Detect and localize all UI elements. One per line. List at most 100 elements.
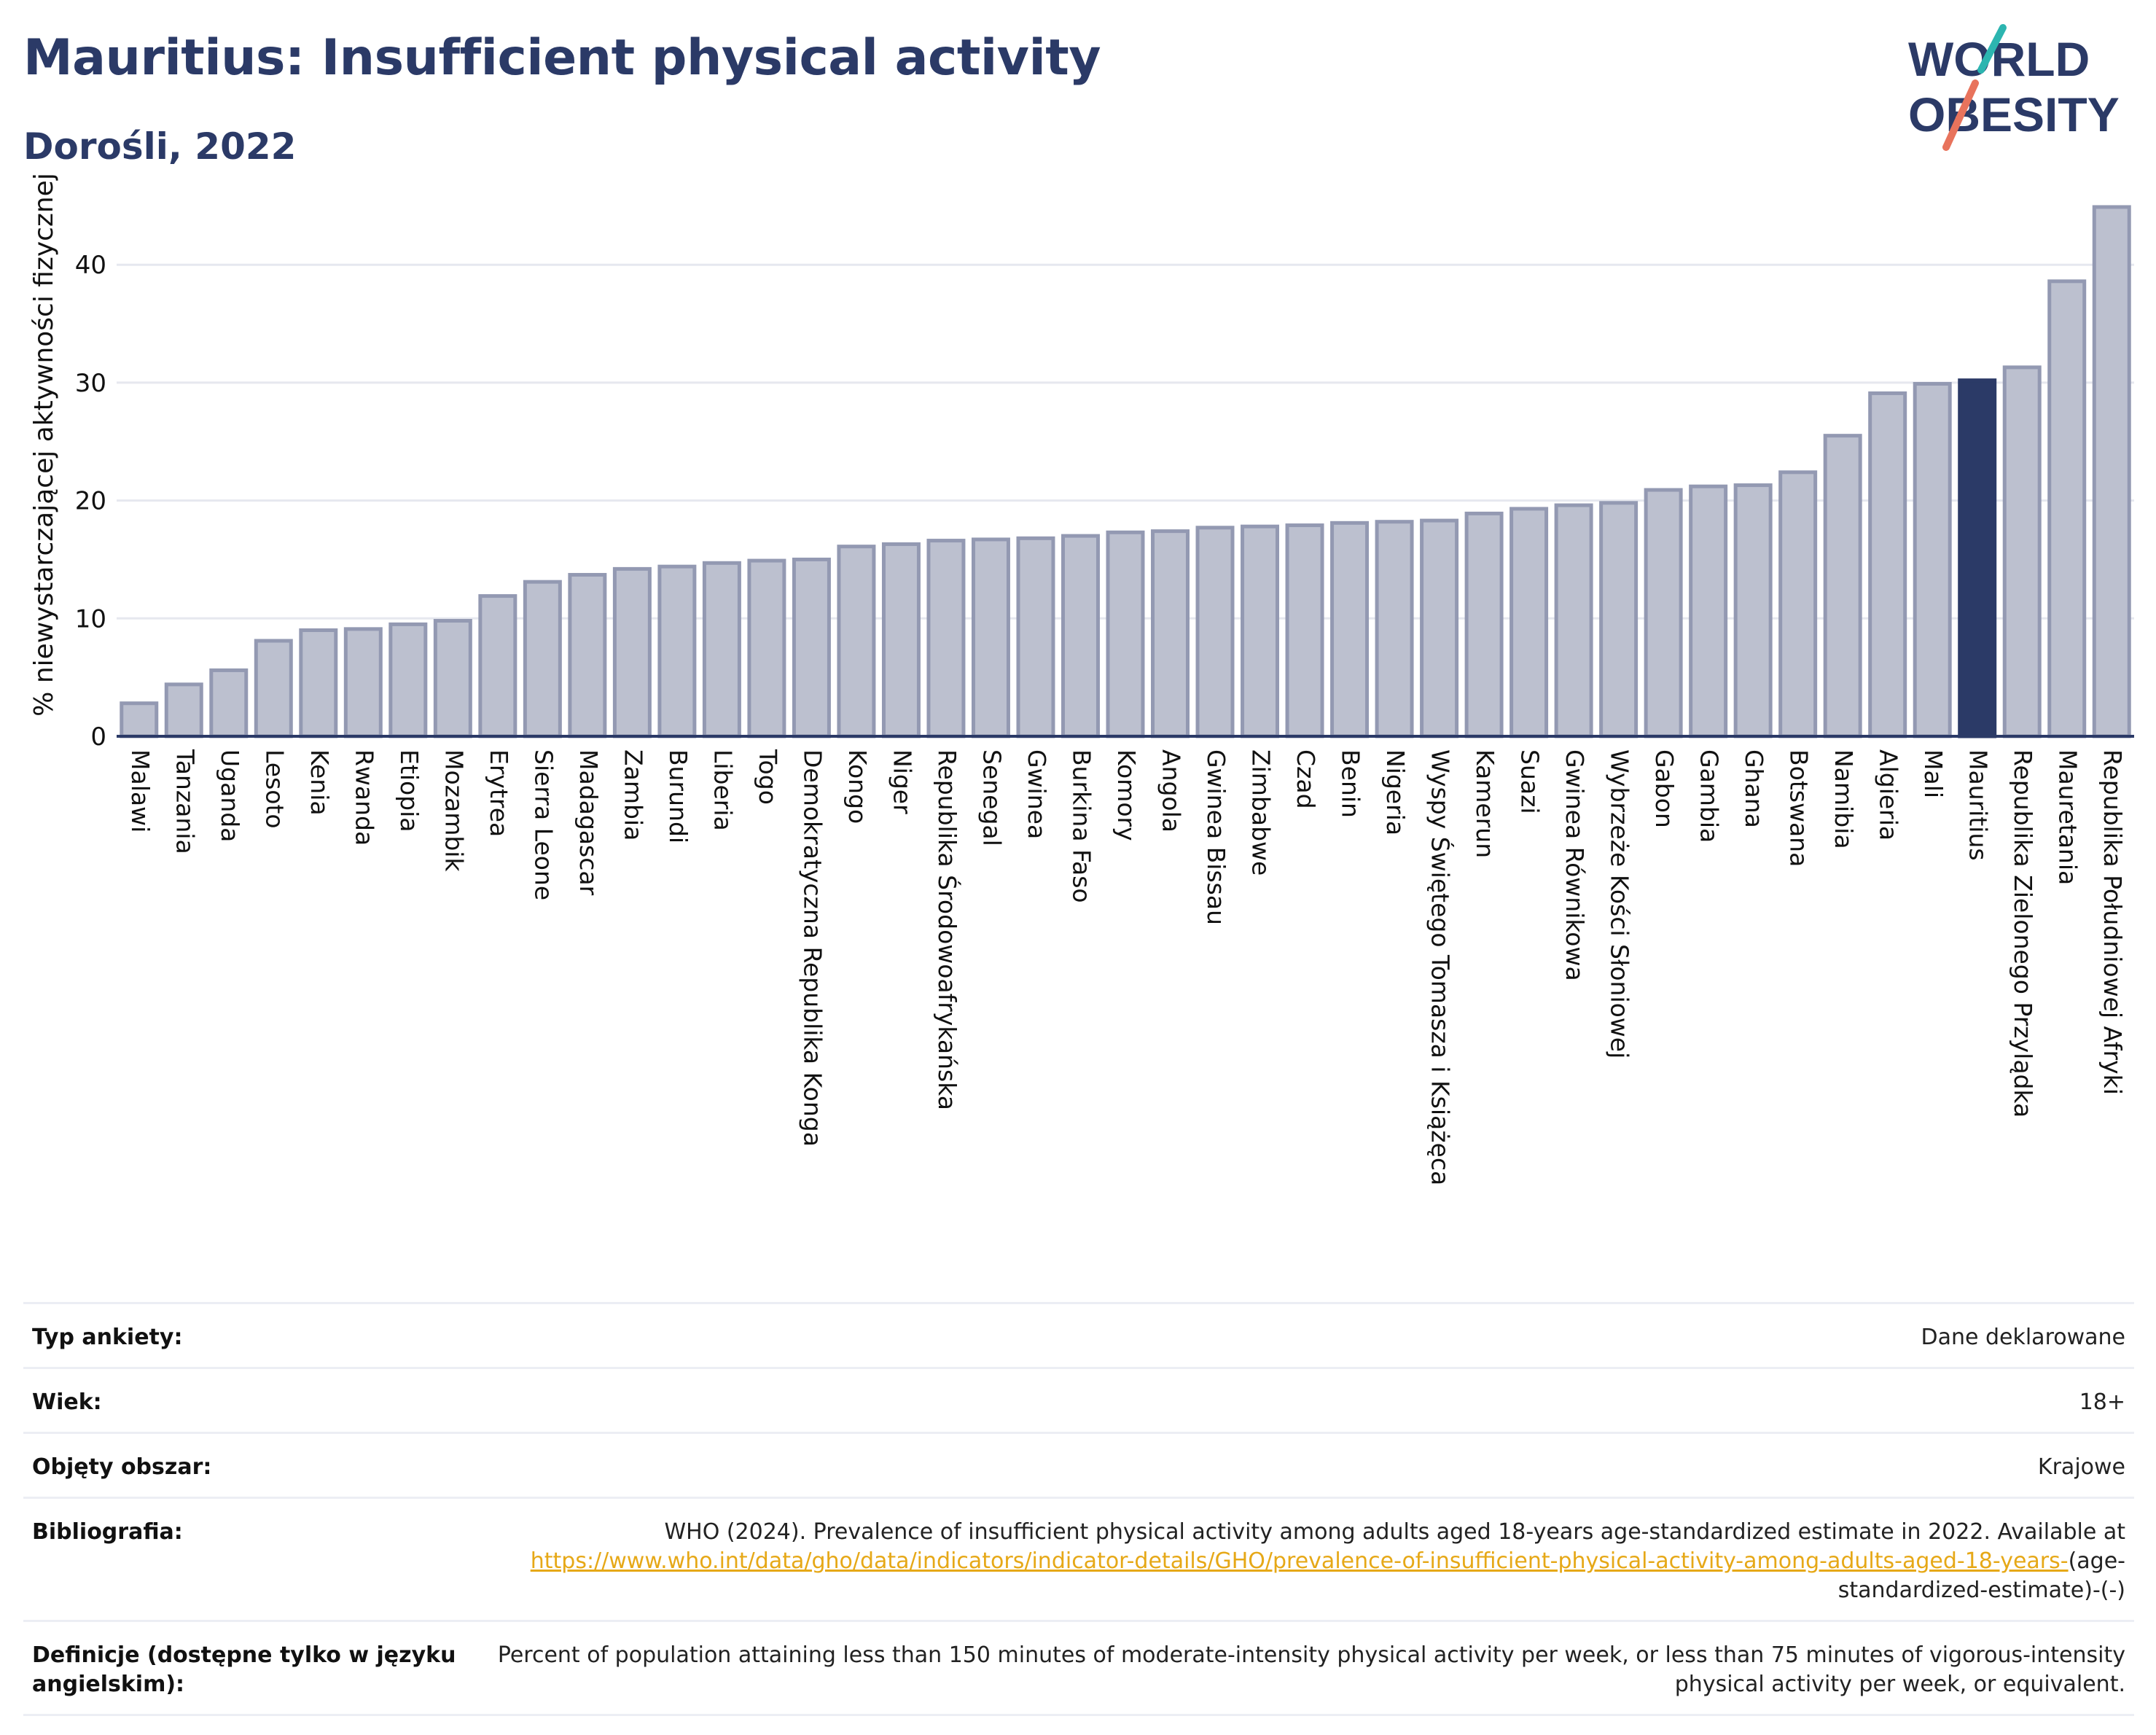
bar [1958, 378, 1997, 738]
x-tick-label: Tanzania [171, 749, 199, 854]
info-row-survey: Typ ankiety: Dane deklarowane [23, 1302, 2134, 1367]
x-tick-label: Republika Południowej Afryki [2098, 749, 2127, 1095]
bar [1016, 536, 1055, 738]
age-value: 18+ [2079, 1389, 2125, 1415]
bibliography-value: WHO (2024). Prevalence of insufficient p… [484, 1518, 2125, 1605]
x-tick-label: Mauritius [1964, 749, 1993, 861]
x-tick-label: Mozambik [440, 749, 468, 872]
bar [1464, 511, 1504, 738]
x-tick-label: Senegal [977, 749, 1006, 846]
world-obesity-logo: WORLD OBESITY [1908, 24, 2120, 151]
x-tick-label: Republika Zielonego Przylądka [2009, 749, 2037, 1118]
info-row-bibliography: Bibliografia: WHO (2024). Prevalence of … [23, 1497, 2134, 1620]
x-tick-label: Kamerun [1471, 749, 1499, 858]
x-tick-label: Gwinea [1023, 749, 1051, 839]
y-tick-label: 10 [75, 604, 106, 633]
area-value: Krajowe [2037, 1454, 2125, 1480]
x-tick-label: Suazi [1516, 749, 1544, 814]
bar [881, 542, 921, 738]
definition-value: Percent of population attaining less tha… [497, 1642, 2125, 1697]
bar [1644, 488, 1683, 738]
x-tick-label: Erytrea [485, 749, 513, 837]
bar [1106, 530, 1145, 738]
x-tick-label: Liberia [708, 749, 737, 831]
bar [702, 561, 741, 738]
y-tick-label: 0 [90, 722, 106, 752]
y-axis-label: % niewystarczającej aktywności fizycznej [29, 173, 59, 717]
bar [343, 627, 383, 738]
x-tick-label: Malawi [126, 749, 155, 833]
x-tick-label: Zambia [619, 749, 647, 841]
bibliography-link[interactable]: https://www.who.int/data/gho/data/indica… [530, 1548, 2069, 1574]
bar [388, 622, 428, 738]
bar-chart: 0 10 20 30 40 % niewystarczającej aktywności … [29, 173, 2134, 1185]
bar [164, 682, 203, 738]
x-tick-label: Algieria [1875, 749, 1903, 841]
x-tick-label: Czad [1292, 749, 1320, 809]
bar [792, 557, 831, 738]
x-tick-label: Botswana [1785, 749, 1813, 867]
x-tick-label: Komory [1112, 749, 1141, 841]
y-tick-label: 30 [75, 369, 106, 398]
x-tick-label: Kongo [843, 749, 872, 824]
x-tick-label: Gwinea Równikowa [1561, 749, 1589, 981]
bar [523, 580, 562, 738]
x-tick-label: Wybrzeże Kości Słoniowej [1606, 749, 1634, 1058]
x-tick-label: Demokratyczna Republika Konga [798, 749, 827, 1147]
survey-value: Dane deklarowane [1921, 1325, 2125, 1350]
bar [1241, 524, 1280, 738]
area-label: Objęty obszar: [32, 1454, 212, 1480]
bibliography-label: Bibliografia: [32, 1519, 183, 1545]
bar [657, 564, 697, 738]
x-tick-label: Kenia [305, 749, 334, 816]
x-tick-label: Gambia [1695, 749, 1724, 843]
bar [478, 594, 517, 738]
bar [1375, 520, 1414, 738]
bar [1689, 484, 1728, 738]
x-tick-label: Ghana [1740, 749, 1768, 828]
age-label: Wiek: [32, 1389, 102, 1415]
x-tick-label: Wyspy Świętego Tomasza i Książęca [1426, 749, 1456, 1185]
x-tick-label: Zimbabwe [1247, 749, 1276, 876]
x-tick-label: Burkina Faso [1067, 749, 1095, 903]
bar [1509, 507, 1549, 738]
x-tick-label: Lesoto [260, 749, 289, 829]
bar [971, 537, 1010, 738]
x-tick-label: Republika Środowoafrykańska [933, 749, 962, 1110]
logo-line2: OBESITY [1908, 87, 2120, 141]
x-tick-label: Gabon [1650, 749, 1679, 828]
bar [1868, 391, 1907, 738]
bar [1330, 520, 1370, 738]
x-tick-label: Burundi [664, 749, 692, 843]
bar [1061, 534, 1100, 738]
bar [1778, 470, 1818, 738]
page-title: Mauritius: Insufficient physical activit… [23, 29, 1101, 87]
definition-label: Definicje (dostępne tylko w języku angie… [32, 1642, 456, 1697]
y-tick-label: 20 [75, 487, 106, 516]
survey-label: Typ ankiety: [32, 1325, 183, 1350]
x-tick-label: Niger [888, 749, 916, 814]
bibliography-suffix: (age-standardized-estimate)-(-) [1837, 1548, 2125, 1603]
bar [1420, 518, 1459, 738]
bar [1913, 382, 1952, 738]
bar [2047, 279, 2087, 738]
bar [1733, 483, 1773, 738]
bar [612, 566, 652, 738]
bar [254, 639, 293, 738]
x-tick-label: Etiopia [395, 749, 423, 833]
bar [1151, 529, 1190, 738]
x-tick-label: Mauretania [2054, 749, 2082, 885]
x-tick-label: Togo [754, 749, 782, 805]
logo-slash-teal [1977, 24, 2007, 74]
logo-slash-coral [1942, 79, 1979, 151]
page-subtitle: Dorośli, 2022 [23, 125, 297, 168]
info-row-definition: Definicje (dostępne tylko w języku angie… [23, 1620, 2134, 1716]
bar [837, 545, 876, 738]
info-table: Typ ankiety: Dane deklarowane Wiek: 18+ … [23, 1302, 2134, 1716]
x-tick-label: Angola [1157, 749, 1186, 833]
x-tick-label: Benin [1337, 749, 1365, 818]
x-tick-label: Gwinea Bissau [1202, 749, 1230, 925]
bar [209, 668, 249, 738]
bar [299, 628, 338, 738]
bar [120, 701, 159, 738]
